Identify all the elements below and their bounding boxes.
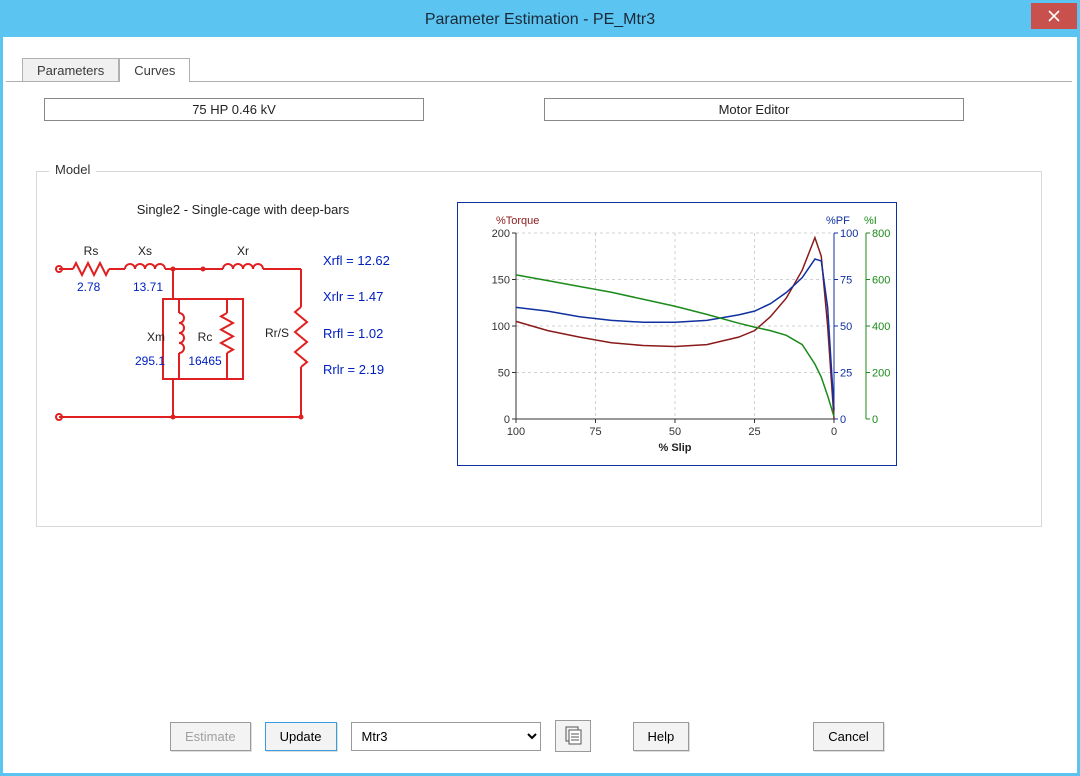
svg-text:100: 100 [492, 321, 510, 333]
motor-editor-button[interactable]: Motor Editor [544, 98, 964, 121]
svg-text:100: 100 [840, 228, 858, 240]
button-bar: Estimate Update Mtr3 Help Cancel [6, 720, 1074, 752]
svg-text:400: 400 [872, 321, 890, 333]
svg-text:100: 100 [507, 426, 525, 438]
svg-text:0: 0 [831, 426, 837, 438]
titlebar: Parameter Estimation - PE_Mtr3 [3, 3, 1077, 37]
cancel-button[interactable]: Cancel [813, 722, 883, 751]
svg-text:16465: 16465 [188, 354, 222, 368]
param-xrlr: Xrlr = 1.47 [323, 279, 390, 315]
close-icon [1048, 10, 1060, 22]
svg-text:25: 25 [748, 426, 760, 438]
svg-text:800: 800 [872, 228, 890, 240]
svg-text:Rr/S: Rr/S [265, 326, 289, 340]
window-frame: Parameter Estimation - PE_Mtr3 Parameter… [0, 0, 1080, 776]
svg-text:50: 50 [498, 368, 510, 380]
svg-text:75: 75 [589, 426, 601, 438]
model-legend: Model [49, 162, 96, 177]
side-param-list: Xrfl = 12.62 Xrlr = 1.47 Rrfl = 1.02 Rrl… [323, 243, 390, 389]
param-rrlr: Rrlr = 2.19 [323, 352, 390, 388]
report-icon [563, 726, 583, 746]
param-rrfl: Rrfl = 1.02 [323, 316, 390, 352]
svg-text:50: 50 [840, 321, 852, 333]
svg-text:%PF: %PF [826, 215, 850, 227]
chart-box: 050100150200%Torque0255075100%PF02004006… [457, 202, 897, 466]
window-title: Parameter Estimation - PE_Mtr3 [425, 11, 655, 29]
motor-select[interactable]: Mtr3 [351, 722, 541, 751]
tab-panel: 75 HP 0.46 kV Motor Editor Model Single2… [6, 81, 1072, 527]
help-button[interactable]: Help [633, 722, 690, 751]
estimate-button: Estimate [170, 722, 251, 751]
info-row: 75 HP 0.46 kV Motor Editor [44, 98, 1072, 121]
svg-text:Rs: Rs [84, 244, 99, 258]
svg-text:0: 0 [872, 414, 878, 426]
tab-curves[interactable]: Curves [119, 58, 190, 82]
svg-text:Xs: Xs [138, 244, 152, 258]
svg-text:50: 50 [669, 426, 681, 438]
model-row: Single2 - Single-cage with deep-bars Rs 2… [53, 202, 1025, 466]
circuit-diagram: Rs 2.78 Xs 13.71 Xr Rr/S Xm 295.1 Rc 16465 Xrfl =… [53, 237, 433, 440]
svg-text:%Torque: %Torque [496, 215, 539, 227]
svg-text:2.78: 2.78 [77, 280, 101, 294]
svg-text:Rc: Rc [198, 330, 213, 344]
param-xrfl: Xrfl = 12.62 [323, 243, 390, 279]
model-group: Model Single2 - Single-cage with deep-ba… [36, 171, 1042, 527]
svg-text:0: 0 [504, 414, 510, 426]
circuit-title: Single2 - Single-cage with deep-bars [53, 202, 433, 217]
svg-text:75: 75 [840, 275, 852, 287]
svg-text:25: 25 [840, 368, 852, 380]
svg-text:600: 600 [872, 275, 890, 287]
circuit-column: Single2 - Single-cage with deep-bars Rs 2… [53, 202, 433, 440]
client-area: Parameters Curves 75 HP 0.46 kV Motor Ed… [6, 40, 1074, 770]
svg-text:295.1: 295.1 [135, 354, 165, 368]
svg-text:Xm: Xm [147, 330, 165, 344]
report-button[interactable] [555, 720, 591, 752]
update-button[interactable]: Update [265, 722, 337, 751]
rating-box: 75 HP 0.46 kV [44, 98, 424, 121]
chart-svg: 050100150200%Torque0255075100%PF02004006… [458, 203, 898, 467]
tab-bar: Parameters Curves [22, 58, 1074, 82]
svg-text:200: 200 [872, 368, 890, 380]
svg-text:% Slip: % Slip [658, 442, 691, 454]
tab-parameters[interactable]: Parameters [22, 58, 119, 82]
svg-text:Xr: Xr [237, 244, 249, 258]
svg-text:%I: %I [864, 215, 877, 227]
svg-text:0: 0 [840, 414, 846, 426]
circuit-svg: Rs 2.78 Xs 13.71 Xr Rr/S Xm 295.1 Rc 16465 [53, 237, 313, 437]
svg-text:150: 150 [492, 275, 510, 287]
close-button[interactable] [1031, 3, 1077, 29]
svg-text:13.71: 13.71 [133, 280, 163, 294]
svg-text:200: 200 [492, 228, 510, 240]
chart-column: 050100150200%Torque0255075100%PF02004006… [457, 202, 1025, 466]
